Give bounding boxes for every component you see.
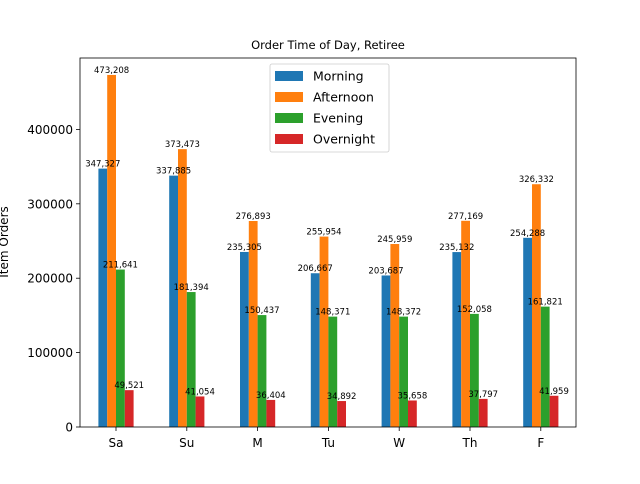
bar-morning-tu [310,273,320,427]
x-tick-label: M [252,436,262,450]
legend-label-overnight: Overnight [313,132,375,147]
bar-value-label: 49,521 [114,381,144,391]
y-tick-label: 100000 [27,346,73,360]
legend-label-evening: Evening [313,111,363,126]
bar-overnight-th [478,398,488,427]
bar-overnight-su [195,396,205,427]
bar-evening-th [470,313,479,427]
x-tick-label: Sa [109,436,124,450]
legend-label-afternoon: Afternoon [313,90,374,105]
bar-labels-group: 347,327 337,885 235,305 206,667 203,687 235,1… [85,66,569,402]
bar-value-label: 206,667 [298,264,333,274]
bar-value-label: 148,372 [386,308,421,318]
bar-evening-tu [328,316,338,427]
y-tick-label: 300000 [27,197,73,211]
bar-overnight-tu [337,401,346,427]
bar-morning-m [240,251,249,427]
bar-morning-th [452,252,462,427]
bar-value-label: 36,404 [256,391,286,401]
chart-title: Order Time of Day, Retiree [251,38,405,52]
x-tick-label: Th [462,436,478,450]
x-tick-label: Su [179,436,194,450]
bar-value-label: 235,132 [439,243,474,253]
y-tick-label: 400000 [27,123,73,137]
bar-morning-w [381,275,391,427]
x-tick-label: F [537,436,544,450]
bar-evening-su [186,292,196,427]
bar-evening-m [257,315,267,427]
bar-value-label: 41,959 [539,387,569,397]
bar-value-label: 150,437 [244,306,279,316]
x-tick-label: W [393,436,405,450]
legend-swatch-evening [275,113,303,123]
y-tick-label: 200000 [27,272,73,286]
bar-value-label: 473,208 [94,66,129,76]
bar-afternoon-tu [319,236,329,427]
bar-value-label: 373,473 [165,140,200,150]
bar-afternoon-sa [107,74,116,427]
bar-value-label: 37,797 [468,390,498,400]
bar-value-label: 254,288 [510,229,545,239]
bar-value-label: 152,058 [457,305,492,315]
bar-afternoon-m [248,221,258,427]
y-axis-label: Item Orders [0,206,11,277]
bar-value-label: 276,893 [236,212,271,222]
bar-value-label: 245,959 [377,235,412,245]
bar-overnight-w [408,400,417,427]
bar-value-label: 326,332 [519,175,554,185]
bar-value-label: 41,054 [185,387,215,397]
bar-overnight-m [266,399,276,427]
legend-swatch-overnight [275,134,303,144]
bar-value-label: 235,305 [227,243,262,253]
bar-value-label: 35,658 [398,391,428,401]
bar-morning-su [169,175,178,427]
bar-evening-w [399,316,408,427]
bar-evening-f [540,306,550,427]
y-tick-label: 0 [65,421,73,435]
legend: Morning Afternoon Evening Overnight [269,63,390,153]
bar-value-label: 347,327 [85,160,120,170]
bar-value-label: 34,892 [327,392,357,402]
legend-label-morning: Morning [313,69,364,84]
bar-value-label: 203,687 [368,266,403,276]
axes-group: 0 100000 200000 300000 400000 Sa Su M Tu W Th F [27,57,577,450]
bar-morning-f [523,237,532,427]
bar-value-label: 255,954 [306,228,341,238]
bar-value-label: 211,641 [103,261,138,271]
bar-evening-sa [116,269,125,427]
bar-value-label: 148,371 [315,308,350,318]
bar-value-label: 337,885 [156,167,191,177]
bars-group [98,74,559,427]
bar-overnight-sa [124,390,134,427]
x-tick-label: Tu [321,436,335,450]
bar-afternoon-f [532,184,541,427]
bar-value-label: 181,394 [174,283,209,293]
bar-morning-sa [98,168,108,427]
bar-afternoon-w [390,244,400,427]
bar-value-label: 277,169 [448,212,483,222]
legend-swatch-morning [275,71,303,81]
legend-swatch-afternoon [275,92,303,102]
bar-afternoon-su [178,149,187,427]
bar-afternoon-th [461,220,470,427]
legend-box [269,63,390,153]
bar-overnight-f [549,395,559,427]
bar-value-label: 161,821 [528,298,563,308]
